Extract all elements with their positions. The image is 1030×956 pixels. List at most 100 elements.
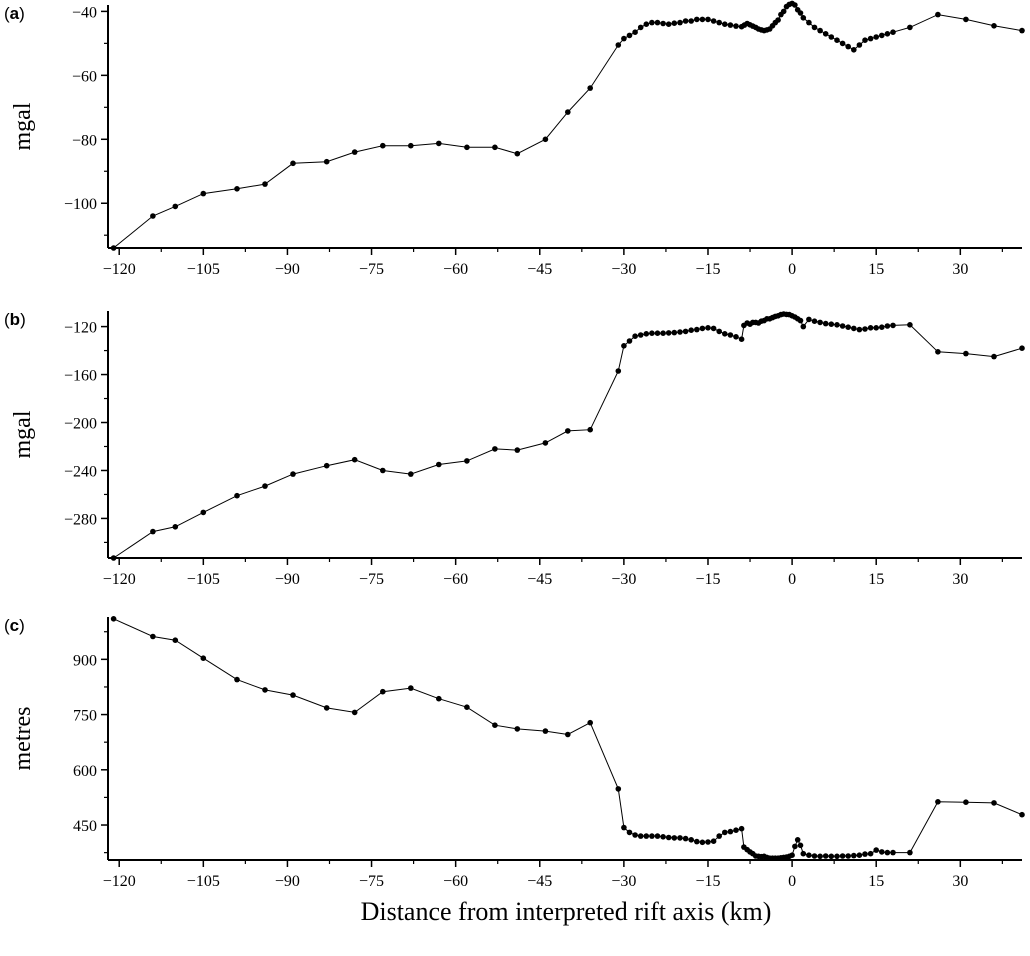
x-tick-label: −15 <box>695 261 720 278</box>
series-line <box>113 2 1023 249</box>
data-point <box>1019 811 1025 818</box>
data-point <box>290 692 296 698</box>
data-point <box>660 834 666 840</box>
panel-label: (a) <box>4 4 25 23</box>
data-point <box>464 144 470 151</box>
data-point <box>780 8 787 15</box>
y-tick-label: −160 <box>64 368 97 385</box>
data-point <box>660 330 666 337</box>
data-point <box>797 317 804 324</box>
data-point <box>682 18 689 24</box>
data-point <box>408 471 414 477</box>
data-point <box>654 19 661 26</box>
x-tick-label: −15 <box>695 873 720 890</box>
x-tick-label: −45 <box>527 261 552 278</box>
data-point <box>727 22 734 28</box>
data-point <box>845 43 851 50</box>
data-point <box>991 353 997 360</box>
x-tick-label: −45 <box>527 571 552 588</box>
data-point <box>1019 27 1025 34</box>
data-point <box>867 850 874 857</box>
data-point <box>822 31 829 37</box>
data-point <box>626 338 633 344</box>
data-point <box>694 326 700 333</box>
panel-label: (b) <box>4 310 26 329</box>
data-point <box>862 326 868 332</box>
data-point <box>1019 345 1025 352</box>
x-tick-label: 15 <box>868 261 884 278</box>
data-point <box>935 349 941 355</box>
data-point <box>705 325 711 331</box>
data-point <box>716 328 722 335</box>
data-point <box>699 325 706 332</box>
data-point <box>380 142 386 149</box>
data-point <box>845 853 851 859</box>
x-tick-label: 15 <box>868 873 884 890</box>
data-point <box>907 322 913 328</box>
x-tick-label: −15 <box>695 571 720 588</box>
y-tick-label: 450 <box>73 818 97 835</box>
data-point <box>727 332 734 338</box>
x-tick-label: −90 <box>275 261 300 278</box>
x-tick-label: −60 <box>443 873 468 890</box>
data-point <box>688 837 694 843</box>
data-point <box>873 34 879 40</box>
data-point <box>705 839 711 845</box>
data-point <box>542 136 549 143</box>
data-point <box>789 852 795 858</box>
data-point <box>907 849 913 856</box>
data-point <box>514 447 521 453</box>
data-point <box>671 329 678 336</box>
data-point <box>800 14 807 21</box>
data-point <box>408 685 414 691</box>
data-point <box>492 722 498 728</box>
y-tick-label: 750 <box>73 708 97 725</box>
data-point <box>542 440 549 446</box>
data-point <box>797 842 804 849</box>
data-point <box>862 851 868 857</box>
x-tick-label: −105 <box>187 873 220 890</box>
x-tick-label: 0 <box>788 873 796 890</box>
data-point <box>716 833 722 839</box>
data-point <box>200 509 207 516</box>
y-tick-label: −200 <box>64 416 97 433</box>
data-point <box>733 23 739 29</box>
panel-c: 900 750 600 450 −120 −105 −90 −75 −60 −45 −30 −15 0 1… <box>4 616 1025 890</box>
data-point <box>935 11 941 18</box>
data-point <box>172 203 179 210</box>
data-point <box>626 32 633 39</box>
data-point <box>621 35 627 42</box>
data-point <box>565 428 571 434</box>
data-point <box>722 331 728 337</box>
data-point <box>811 853 818 859</box>
x-tick-label: −30 <box>611 571 636 588</box>
data-point <box>806 19 812 26</box>
data-point <box>710 838 717 844</box>
data-point <box>290 471 296 477</box>
x-tick-label: −90 <box>275 873 300 890</box>
data-point <box>643 331 650 337</box>
data-point <box>665 330 672 336</box>
data-point <box>890 849 896 856</box>
panel-a: −40 −60 −80 −100 −120 −105 −90 −75 −60 −45 −30 −15 0… <box>4 0 1025 278</box>
data-point <box>323 158 330 165</box>
data-point <box>150 213 156 219</box>
data-point <box>682 328 689 335</box>
data-point <box>671 835 678 841</box>
data-point <box>710 325 717 332</box>
data-point <box>649 833 655 839</box>
data-point <box>464 458 470 464</box>
data-point <box>643 833 650 839</box>
data-point <box>172 637 179 643</box>
x-tick-label: −30 <box>611 873 636 890</box>
data-point <box>234 186 240 192</box>
series-line <box>113 618 1023 859</box>
data-point <box>873 325 879 331</box>
data-point <box>811 24 818 31</box>
data-point <box>665 21 672 28</box>
data-point <box>660 20 666 27</box>
y-axis-label: mgal <box>10 410 36 458</box>
x-tick-label: −105 <box>187 261 220 278</box>
data-point <box>688 327 694 334</box>
data-point <box>834 37 840 43</box>
